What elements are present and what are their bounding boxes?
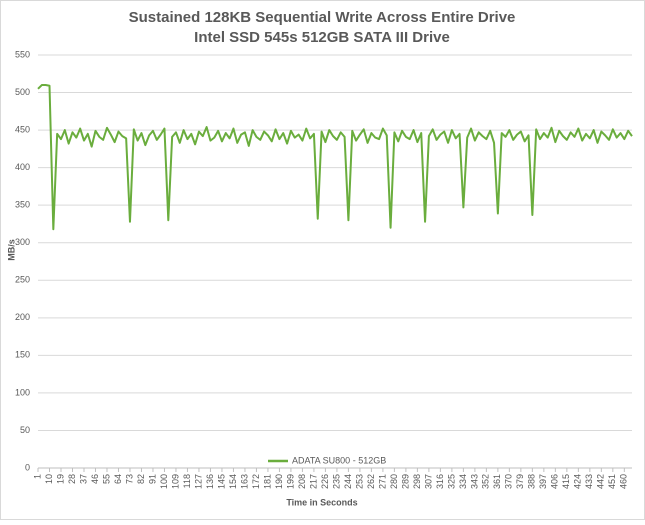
data-line [37,84,633,231]
x-tick-label: 442 [596,474,606,489]
x-tick-label: 388 [527,474,537,489]
x-tick-label: 325 [446,474,456,489]
x-tick-label: 235 [331,474,341,489]
x-tick-label: 379 [515,474,525,489]
x-tick-label: 433 [584,474,594,489]
y-axis-label: MB/s [6,239,16,261]
x-tick-label: 127 [193,474,203,489]
x-tick-label: 82 [136,474,146,484]
y-tick-label: 250 [15,275,30,285]
x-tick-label: 406 [550,474,560,489]
x-tick-label: 28 [67,474,77,484]
chart-title: Sustained 128KB Sequential Write Across … [129,9,516,26]
x-tick-label: 163 [239,474,249,489]
x-tick-label: 361 [492,474,502,489]
y-tick-label: 0 [25,462,30,472]
x-tick-label: 298 [412,474,422,489]
x-tick-label: 397 [538,474,548,489]
x-tick-label: 415 [561,474,571,489]
x-tick-label: 1 [32,474,42,479]
x-tick-label: 370 [504,474,514,489]
x-tick-label: 154 [228,474,238,489]
x-tick-label: 226 [320,474,330,489]
x-tick-label: 145 [216,474,226,489]
x-tick-label: 253 [354,474,364,489]
y-tick-label: 50 [20,425,30,435]
x-tick-label: 46 [90,474,100,484]
x-tick-label: 424 [573,474,583,489]
y-tick-label: 300 [15,237,30,247]
x-tick-label: 100 [159,474,169,489]
y-tick-label: 200 [15,312,30,322]
x-tick-label: 307 [423,474,433,489]
y-tick-label: 100 [15,387,30,397]
x-tick-label: 289 [400,474,410,489]
x-tick-label: 19 [55,474,65,484]
x-tick-label: 199 [285,474,295,489]
x-tick-label: 244 [343,474,353,489]
x-tick-label: 316 [435,474,445,489]
x-tick-label: 190 [274,474,284,489]
x-tick-label: 109 [170,474,180,489]
x-tick-label: 64 [113,474,123,484]
x-tick-label: 181 [262,474,272,489]
x-tick-label: 73 [124,474,134,484]
x-tick-label: 343 [469,474,479,489]
y-tick-label: 150 [15,350,30,360]
legend-label: ADATA SU800 - 512GB [292,455,386,465]
x-tick-label: 217 [308,474,318,489]
x-tick-label: 280 [389,474,399,489]
y-tick-label: 550 [15,49,30,59]
y-tick-label: 350 [15,200,30,210]
x-tick-label: 37 [78,474,88,484]
y-tick-label: 500 [15,87,30,97]
x-tick-label: 334 [458,474,468,489]
y-tick-label: 450 [15,124,30,134]
x-tick-label: 271 [377,474,387,489]
chart-subtitle: Intel SSD 545s 512GB SATA III Drive [194,29,450,46]
x-tick-label: 55 [101,474,111,484]
x-tick-label: 208 [297,474,307,489]
x-tick-label: 118 [182,474,192,488]
x-tick-label: 91 [147,474,157,484]
x-tick-label: 262 [366,474,376,489]
x-axis-label: Time in Seconds [286,497,357,507]
x-tick-label: 10 [44,474,54,484]
x-tick-label: 460 [619,474,629,489]
x-tick-label: 172 [251,474,261,489]
x-tick-label: 136 [205,474,215,489]
y-tick-label: 400 [15,162,30,172]
x-tick-label: 451 [607,474,617,489]
x-tick-label: 352 [481,474,491,489]
